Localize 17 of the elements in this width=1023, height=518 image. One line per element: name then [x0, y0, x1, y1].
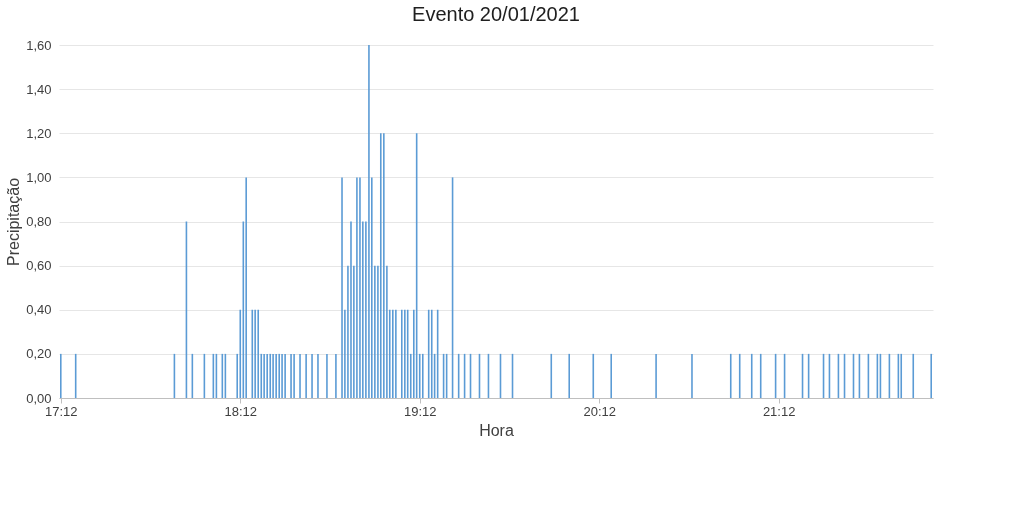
y-tick-label: 0,20: [26, 346, 52, 362]
y-tick-label: 1,60: [26, 37, 52, 53]
y-tick-label: 1,00: [26, 169, 52, 185]
y-tick-label: 0,40: [26, 302, 52, 318]
x-tick-label: 20:12: [583, 403, 616, 419]
chart-title: Evento 20/01/2021: [412, 3, 580, 25]
x-tick-label: 18:12: [224, 403, 258, 419]
y-tick-label: 0,80: [26, 214, 52, 229]
y-tick-label: 0,00: [26, 390, 52, 406]
x-tick-label: 17:12: [45, 403, 78, 419]
y-tick-label: 1,20: [26, 125, 52, 141]
y-axis-title: Precipitação: [5, 177, 23, 267]
x-tick-label: 19:12: [403, 403, 437, 419]
x-tick-label: 21:12: [762, 403, 796, 419]
y-tick-label: 0,60: [26, 258, 52, 274]
y-tick-label: 1,40: [26, 81, 52, 97]
x-axis-title: Hora: [479, 421, 514, 439]
